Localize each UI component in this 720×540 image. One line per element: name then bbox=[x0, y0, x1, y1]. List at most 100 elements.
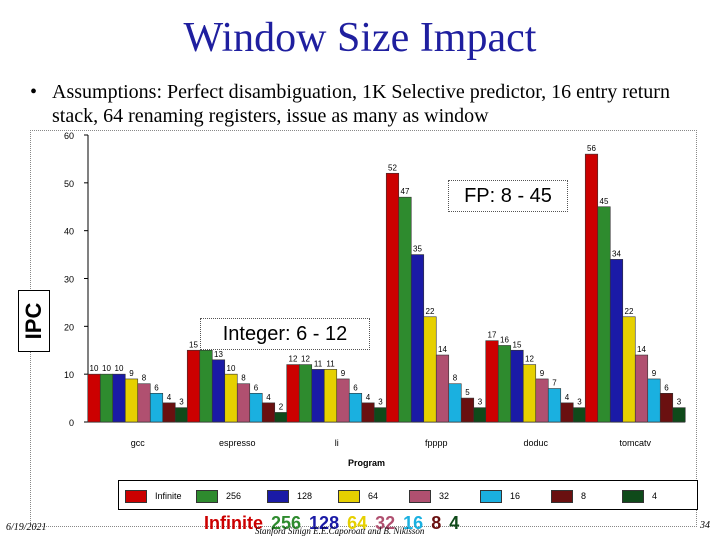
bar bbox=[622, 316, 636, 423]
bar-value-label: 3 bbox=[179, 398, 184, 407]
legend-item: 8 bbox=[551, 487, 586, 503]
bar bbox=[435, 354, 450, 423]
window-size-label: 256 bbox=[271, 513, 302, 533]
legend-item: 16 bbox=[480, 487, 520, 503]
bar bbox=[112, 373, 126, 423]
bar-value-label: 10 bbox=[90, 364, 99, 373]
bar bbox=[485, 340, 499, 423]
bar bbox=[336, 378, 350, 423]
bar-value-label: 4 bbox=[167, 393, 172, 402]
bar-value-label: 11 bbox=[326, 359, 335, 368]
bar-value-label: 56 bbox=[587, 144, 596, 153]
bar bbox=[373, 407, 388, 423]
bar bbox=[274, 412, 288, 423]
bar-value-label: 35 bbox=[413, 245, 422, 254]
bar-value-label: 2 bbox=[279, 402, 284, 411]
x-tick-label: li bbox=[335, 438, 339, 448]
bar-value-label: 17 bbox=[488, 331, 497, 340]
bar bbox=[249, 392, 263, 423]
bar-value-label: 14 bbox=[637, 345, 646, 354]
bar-value-label: 47 bbox=[401, 187, 410, 196]
bar bbox=[473, 407, 487, 423]
bar-value-label: 22 bbox=[426, 307, 435, 316]
bar-value-label: 22 bbox=[625, 307, 634, 316]
legend-label: 32 bbox=[439, 491, 450, 502]
bar-value-label: 8 bbox=[453, 374, 458, 383]
integer-callout: Integer: 6 - 12 bbox=[200, 318, 370, 350]
legend-swatch bbox=[551, 489, 573, 503]
bar-value-label: 9 bbox=[540, 369, 545, 378]
bar bbox=[510, 349, 524, 423]
y-tick-label: 20 bbox=[64, 322, 74, 332]
bar-value-label: 4 bbox=[565, 393, 570, 402]
bar-value-label: 6 bbox=[664, 383, 669, 392]
bar bbox=[174, 407, 189, 423]
legend-label: 4 bbox=[652, 491, 658, 502]
bar bbox=[609, 259, 624, 423]
bar-value-label: 7 bbox=[552, 379, 557, 388]
legend-swatch bbox=[267, 489, 289, 503]
bar bbox=[647, 378, 661, 423]
x-tick-label: espresso bbox=[219, 438, 256, 448]
bar-value-label: 6 bbox=[353, 383, 358, 392]
bar bbox=[385, 172, 400, 423]
window-size-label: 8 bbox=[431, 513, 442, 533]
bar bbox=[423, 316, 437, 423]
window-size-label: 4 bbox=[449, 513, 460, 533]
bar-value-label: 9 bbox=[652, 369, 657, 378]
legend-item: 64 bbox=[338, 487, 378, 503]
bar-value-label: 3 bbox=[378, 398, 383, 407]
bar-value-label: 11 bbox=[314, 359, 323, 368]
bar bbox=[497, 345, 512, 423]
legend-swatch bbox=[338, 489, 360, 503]
bar-value-label: 8 bbox=[142, 374, 147, 383]
y-tick-label: 40 bbox=[64, 227, 74, 237]
bar bbox=[236, 383, 251, 423]
bar bbox=[311, 369, 325, 423]
bar bbox=[361, 402, 375, 423]
bar-value-label: 12 bbox=[289, 355, 298, 364]
legend-item: 4 bbox=[622, 487, 657, 503]
y-axis-title-box: IPC bbox=[18, 290, 50, 352]
legend-label: 64 bbox=[368, 491, 379, 502]
legend-swatch bbox=[409, 489, 431, 503]
bar-value-label: 5 bbox=[465, 388, 470, 397]
bar-value-label: 13 bbox=[214, 350, 223, 359]
y-tick-label: 0 bbox=[69, 418, 74, 428]
bar-value-label: 16 bbox=[500, 335, 509, 344]
legend-label: 256 bbox=[226, 491, 242, 502]
bar-value-label: 4 bbox=[366, 393, 371, 402]
bar bbox=[398, 196, 412, 423]
bar bbox=[224, 373, 238, 423]
y-tick-label: 60 bbox=[64, 131, 74, 141]
legend-item: Infinite bbox=[125, 487, 182, 503]
bar-value-label: 10 bbox=[227, 364, 236, 373]
bar bbox=[298, 364, 313, 423]
bar bbox=[149, 392, 164, 423]
bar-value-label: 3 bbox=[478, 398, 483, 407]
window-size-line: Infinite 256 128 64 32 16 8 4 bbox=[204, 513, 467, 534]
y-axis-title: IPC bbox=[21, 302, 46, 340]
bar-value-label: 4 bbox=[266, 393, 271, 402]
legend-label: Infinite bbox=[155, 491, 182, 502]
y-tick-label: 10 bbox=[64, 370, 74, 380]
legend-swatch bbox=[622, 489, 644, 503]
bar bbox=[186, 349, 201, 423]
bar bbox=[659, 392, 674, 423]
bar bbox=[137, 383, 151, 423]
bar bbox=[124, 378, 139, 423]
bar bbox=[323, 369, 338, 423]
bar bbox=[448, 383, 462, 423]
bar bbox=[99, 373, 114, 423]
y-tick-label: 30 bbox=[64, 275, 74, 285]
bar-value-label: 10 bbox=[102, 364, 111, 373]
page-number: 34 bbox=[700, 520, 710, 531]
legend-label: 8 bbox=[581, 491, 587, 502]
slide-date: 6/19/2021 bbox=[6, 522, 47, 533]
legend-label: 16 bbox=[510, 491, 521, 502]
bar-value-label: 9 bbox=[129, 369, 134, 378]
fp-callout: FP: 8 - 45 bbox=[448, 180, 568, 212]
legend-item: 32 bbox=[409, 487, 449, 503]
legend-item: 256 bbox=[196, 487, 241, 503]
legend-label: 128 bbox=[297, 491, 313, 502]
